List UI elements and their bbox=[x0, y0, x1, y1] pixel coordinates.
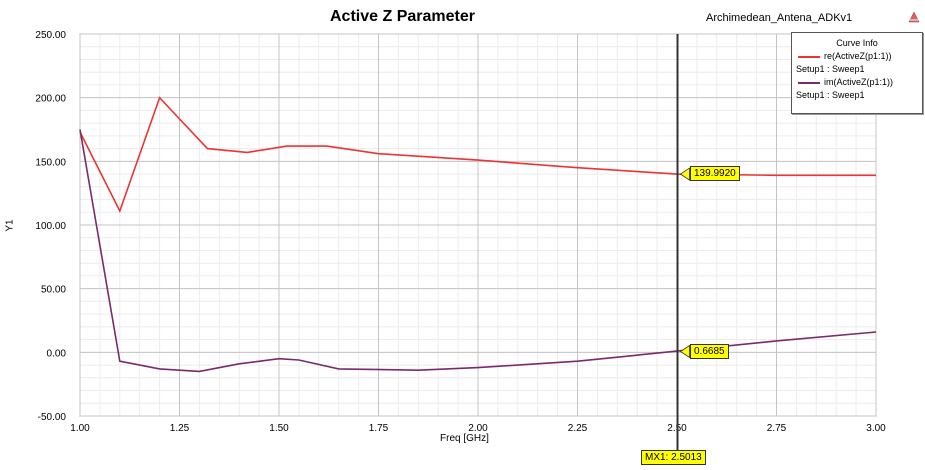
x-tick-label: 2.75 bbox=[767, 423, 787, 434]
y-tick-label: 150.00 bbox=[35, 157, 66, 168]
series-line-im bbox=[79, 129, 877, 373]
marker-layer bbox=[676, 34, 690, 450]
x-tick-label: 1.00 bbox=[70, 423, 90, 434]
chart-title: Active Z Parameter bbox=[330, 8, 475, 25]
x-tick-label: 2.25 bbox=[568, 423, 588, 434]
y-tick-label: 50.00 bbox=[41, 285, 66, 296]
legend-setup-re: Setup1 : Sweep1 bbox=[796, 64, 865, 74]
legend-expr-re: re(ActiveZ(p1:1)) bbox=[824, 51, 892, 61]
y-tick-label: 0.00 bbox=[47, 348, 67, 359]
marker-pointer bbox=[679, 167, 690, 181]
marker-value-im[interactable]: 0.6685 bbox=[690, 344, 729, 359]
x-tick-label: 3.00 bbox=[866, 423, 886, 434]
y-tick-label: 250.00 bbox=[35, 30, 66, 41]
legend-setup-im: Setup1 : Sweep1 bbox=[796, 90, 865, 100]
legend-swatch-im bbox=[798, 82, 820, 84]
project-logo-icon bbox=[908, 11, 920, 23]
project-name: Archimedean_Antena_ADKv1 bbox=[706, 12, 853, 24]
x-axis-label: Freq [GHz] bbox=[440, 433, 489, 444]
plot-grid bbox=[79, 33, 877, 417]
marker-x-label[interactable]: MX1: 2.5013 bbox=[641, 450, 706, 465]
x-tick-label: 1.25 bbox=[170, 423, 190, 434]
legend-curve-info[interactable]: Curve Info re(ActiveZ(p1:1)) Setup1 : Sw… bbox=[791, 32, 923, 114]
legend-expr-im: im(ActiveZ(p1:1)) bbox=[824, 77, 894, 87]
x-tick-label: 1.50 bbox=[269, 423, 289, 434]
marker-value-re[interactable]: 139.9920 bbox=[690, 166, 740, 181]
legend-title: Curve Info bbox=[836, 38, 878, 48]
y-axis-label: Y1 bbox=[4, 219, 16, 232]
y-tick-label: 100.00 bbox=[35, 221, 66, 232]
y-tick-label: -50.00 bbox=[38, 412, 67, 423]
legend-swatch-re bbox=[798, 56, 820, 58]
x-tick-label: 2.00 bbox=[468, 423, 488, 434]
x-tick-label: 1.75 bbox=[369, 423, 389, 434]
marker-pointer bbox=[679, 344, 690, 359]
y-tick-label: 200.00 bbox=[35, 94, 66, 105]
